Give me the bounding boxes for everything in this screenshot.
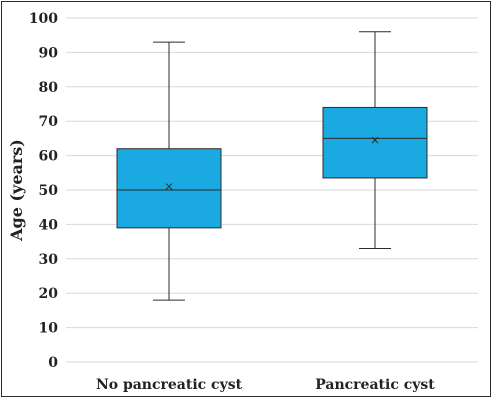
y-tick-label-50: 50: [39, 183, 59, 199]
mean-marker: [165, 183, 173, 190]
mean-marker: [371, 136, 379, 144]
iqr-box: [116, 148, 222, 229]
iqr-box: [322, 106, 428, 179]
mean-marker-stroke: [165, 183, 173, 190]
box-1: [116, 41, 222, 301]
y-tick-label-80: 80: [39, 80, 59, 96]
y-tick-label-60: 60: [39, 149, 59, 165]
x-category-label-2: Pancreatic cyst: [315, 377, 435, 393]
y-tick-label-10: 10: [39, 321, 59, 337]
y-tick-label-90: 90: [39, 45, 59, 61]
y-tick-label-70: 70: [39, 114, 59, 130]
x-category-labels: No pancreatic cyst Pancreatic cyst: [96, 377, 435, 393]
boxes: [116, 31, 428, 301]
x-category-label-1: No pancreatic cyst: [96, 377, 243, 393]
y-tick-label-100: 100: [29, 11, 58, 27]
y-tick-labels: 0 10 20 30 40 50 60 70 80 90 100: [29, 11, 58, 371]
mean-marker-stroke: [371, 136, 379, 144]
y-tick-label-40: 40: [39, 217, 59, 233]
y-tick-label-0: 0: [48, 355, 58, 371]
y-axis-title: Age (years): [7, 139, 26, 242]
y-tick-label-20: 20: [39, 286, 59, 302]
box-2: [322, 31, 428, 249]
y-tick-label-30: 30: [39, 252, 59, 268]
